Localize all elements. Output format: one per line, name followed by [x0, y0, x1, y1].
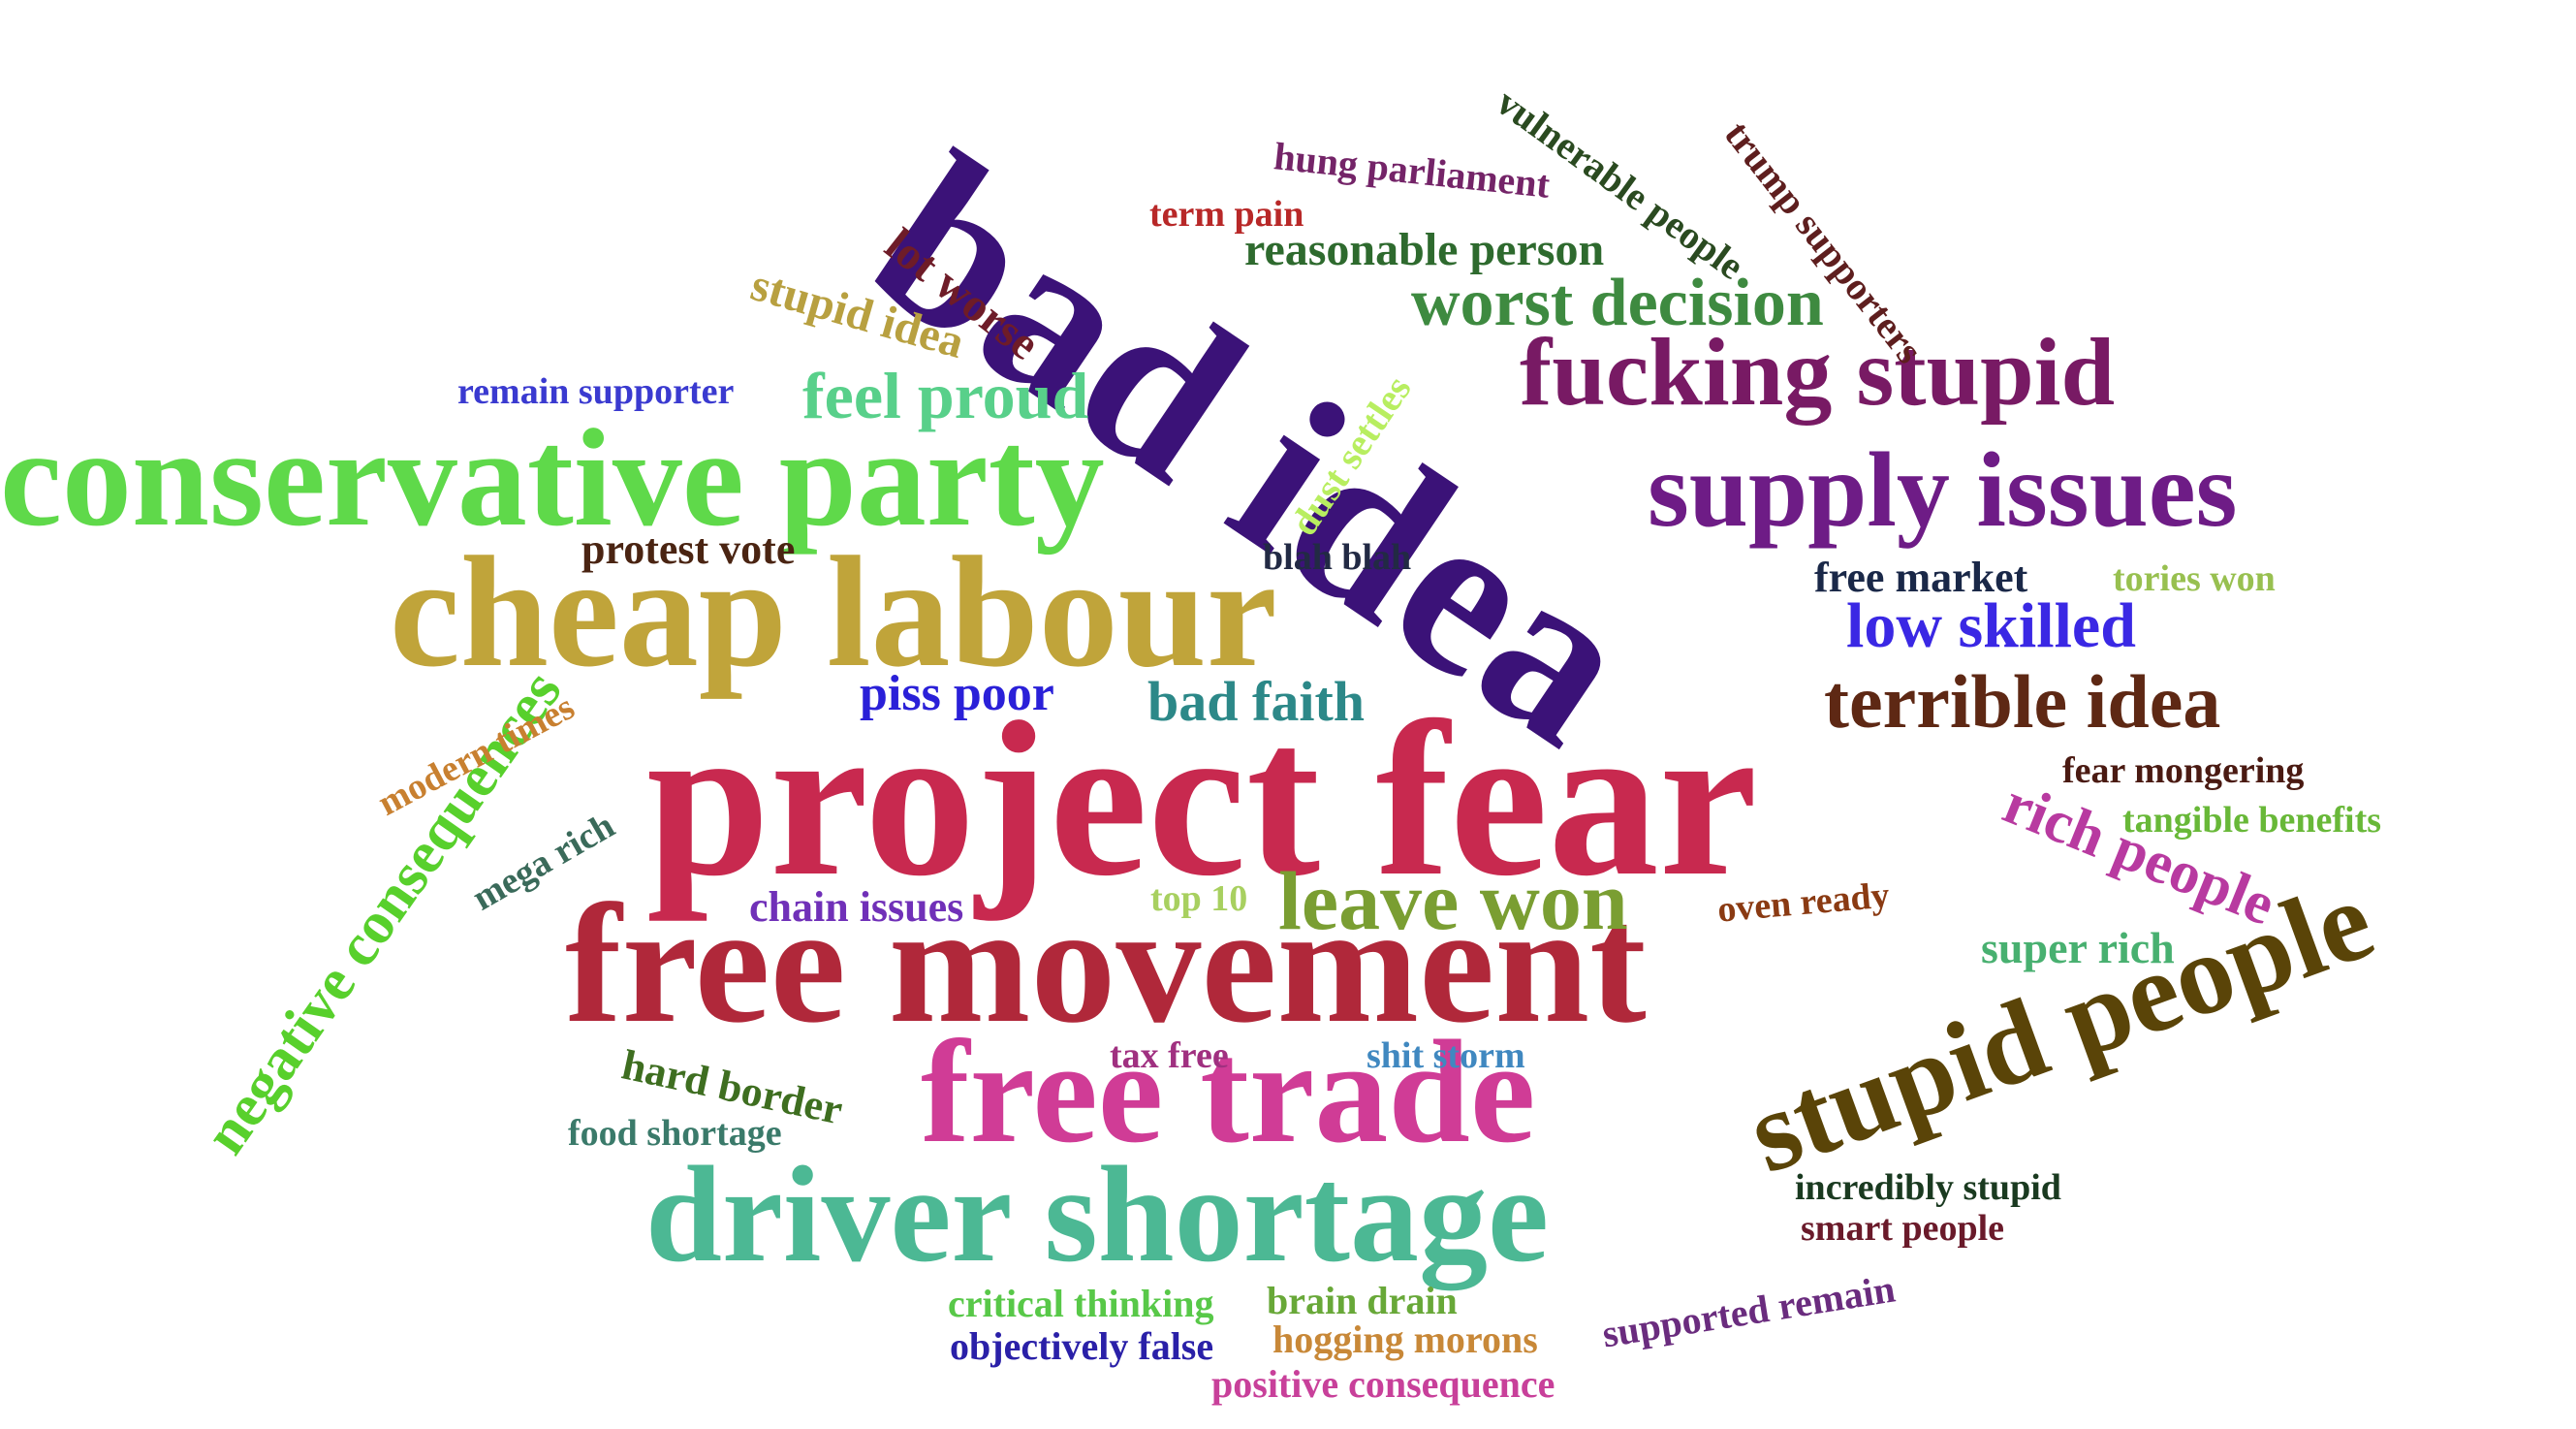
word-hung-parliament: hung parliament: [1272, 134, 1553, 206]
word-worst-decision: worst decision: [1411, 266, 1824, 340]
word-objectively-false: objectively false: [950, 1324, 1214, 1368]
word-fucking-stupid: fucking stupid: [1520, 318, 2116, 426]
word-hogging-morons: hogging morons: [1272, 1318, 1538, 1361]
word-cheap-labour: cheap labour: [390, 524, 1277, 700]
word-super-rich: super rich: [1981, 923, 2175, 972]
word-chain-issues: chain issues: [749, 883, 964, 931]
word-leave-won: leave won: [1278, 854, 1628, 947]
word-top-10: top 10: [1150, 878, 1248, 919]
word-supported-remain: supported remain: [1599, 1266, 1899, 1356]
word-positive-consequence: positive consequence: [1211, 1362, 1555, 1406]
word-term-pain: term pain: [1149, 194, 1304, 235]
word-piss-poor: piss poor: [860, 666, 1054, 721]
word-tories-won: tories won: [2113, 558, 2276, 599]
word-fear-mongering: fear mongering: [2062, 750, 2305, 791]
word-conservative-party: conservative party: [0, 401, 1105, 556]
word-smart-people: smart people: [1801, 1208, 2005, 1249]
word-free-market: free market: [1814, 554, 2028, 601]
word-shit-storm: shit storm: [1367, 1035, 1525, 1076]
word-reasonable-person: reasonable person: [1244, 224, 1605, 275]
word-free-trade: free trade: [921, 1010, 1536, 1173]
word-supply-issues: supply issues: [1648, 430, 2238, 549]
word-tax-free: tax free: [1110, 1035, 1229, 1076]
word-bad-faith: bad faith: [1147, 670, 1366, 733]
word-remain-supporter: remain supporter: [457, 371, 735, 412]
word-critical-thinking: critical thinking: [948, 1282, 1214, 1325]
word-low-skilled: low skilled: [1846, 590, 2136, 661]
word-rich-people: rich people: [1994, 770, 2284, 938]
word-feel-proud: feel proud: [802, 359, 1089, 432]
word-project-fear: project fear: [646, 676, 1758, 922]
word-driver-shortage: driver shortage: [645, 1137, 1550, 1290]
word-brain-drain: brain drain: [1267, 1279, 1458, 1322]
word-blah-blah: blah blah: [1263, 537, 1412, 578]
word-terrible-idea: terrible idea: [1824, 659, 2221, 744]
word-incredibly-stupid: incredibly stupid: [1795, 1167, 2061, 1208]
word-tangible-benefits: tangible benefits: [2122, 800, 2382, 841]
word-food-shortage: food shortage: [568, 1113, 782, 1154]
word-free-movement: free movement: [565, 870, 1647, 1059]
word-protest-vote: protest vote: [581, 525, 796, 573]
